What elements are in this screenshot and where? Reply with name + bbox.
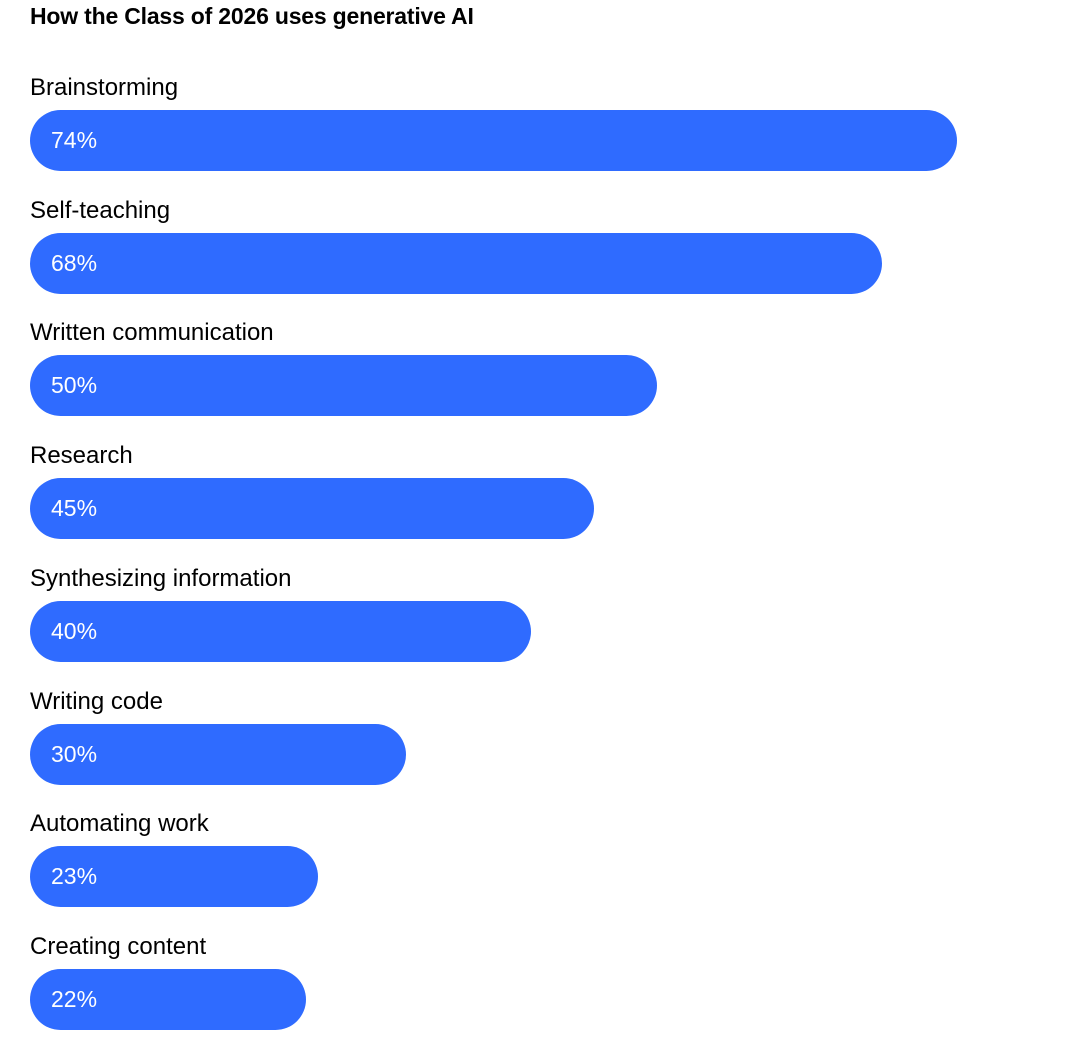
- category-label: Research: [30, 442, 133, 469]
- category-label: Writing code: [30, 688, 163, 715]
- chart-title: How the Class of 2026 uses generative AI: [30, 3, 474, 29]
- bar: 30%: [30, 724, 406, 785]
- category-label: Brainstorming: [30, 74, 179, 101]
- bar: 68%: [30, 233, 882, 294]
- bar: 22%: [30, 969, 306, 1030]
- value-label: 40%: [51, 618, 98, 644]
- category-label: Synthesizing information: [30, 565, 292, 592]
- bar-row: Self-teaching 68%: [30, 197, 1050, 309]
- bar: 40%: [30, 601, 531, 662]
- bar-row: Research 45%: [30, 442, 1050, 554]
- bar-row: Automating work 23%: [30, 810, 1050, 922]
- value-label: 23%: [51, 863, 98, 889]
- bar-row: Brainstorming 74%: [30, 74, 1050, 186]
- category-label: Self-teaching: [30, 197, 171, 224]
- value-label: 68%: [51, 250, 98, 276]
- value-label: 74%: [51, 127, 98, 153]
- category-label: Automating work: [30, 810, 209, 837]
- value-label: 45%: [51, 495, 98, 521]
- value-label: 50%: [51, 372, 98, 398]
- category-label: Written communication: [30, 319, 274, 346]
- bar-row: Creating content 22%: [30, 933, 1050, 1045]
- bar: 74%: [30, 110, 957, 171]
- category-label: Creating content: [30, 933, 207, 960]
- bar-row: Writing code 30%: [30, 688, 1050, 800]
- bar: 50%: [30, 355, 657, 416]
- value-label: 22%: [51, 986, 98, 1012]
- bar-row: Synthesizing information 40%: [30, 565, 1050, 677]
- bar: 23%: [30, 846, 318, 907]
- value-label: 30%: [51, 741, 98, 767]
- bar-row: Written communication 50%: [30, 319, 1050, 431]
- bar: 45%: [30, 478, 594, 539]
